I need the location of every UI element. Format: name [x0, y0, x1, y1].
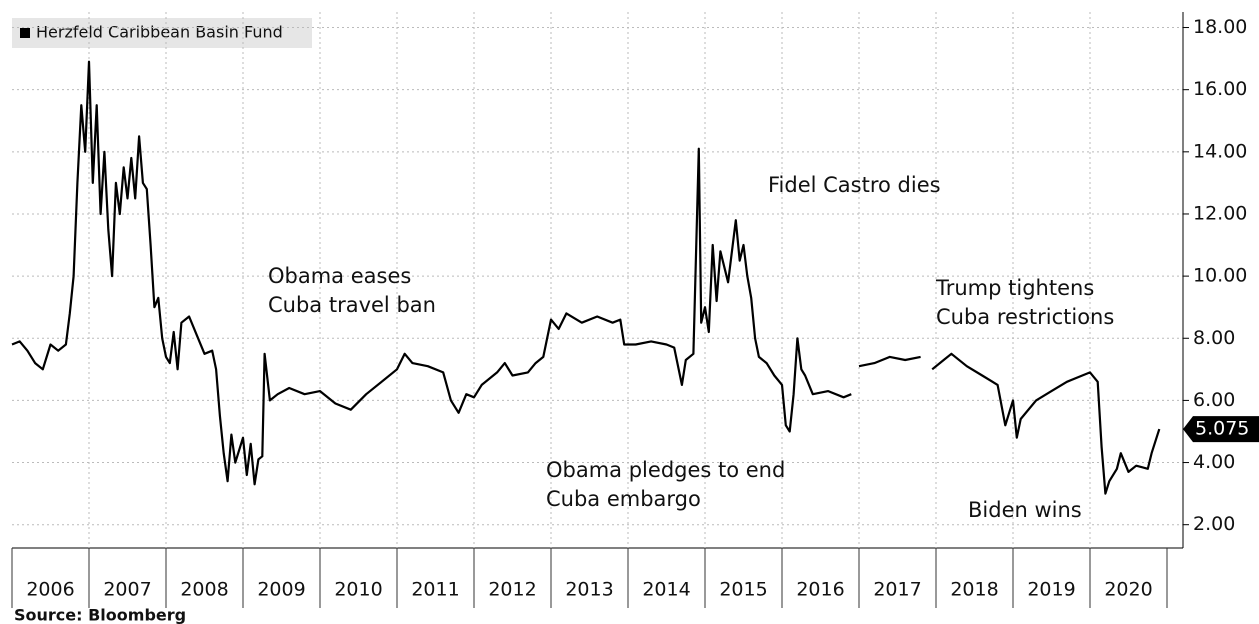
x-tick-label: 2010 [334, 579, 382, 601]
y-tick-label: 6.00 [1193, 389, 1235, 411]
x-tick-label: 2019 [1027, 579, 1075, 601]
x-tick-label: 2007 [103, 579, 151, 601]
annotation: Biden wins [968, 498, 1082, 522]
x-tick-label: 2012 [488, 579, 536, 601]
x-tick-label: 2006 [26, 579, 74, 601]
x-tick-label: 2014 [642, 579, 690, 601]
annotation: Obama eases [268, 264, 411, 288]
x-tick-label: 2020 [1104, 579, 1152, 601]
x-tick-label: 2016 [796, 579, 844, 601]
legend-box [12, 18, 312, 48]
y-tick-label: 10.00 [1193, 265, 1247, 287]
annotation: Trump tightens [935, 276, 1094, 300]
x-tick-label: 2013 [565, 579, 613, 601]
legend-label: Herzfeld Caribbean Basin Fund [36, 23, 283, 42]
y-tick-label: 16.00 [1193, 78, 1247, 100]
annotation: Cuba travel ban [268, 293, 436, 317]
x-tick-label: 2008 [180, 579, 228, 601]
source: Source: Bloomberg [14, 606, 186, 624]
y-tick-label: 12.00 [1193, 202, 1247, 224]
annotation: Obama pledges to end [546, 458, 785, 482]
annotation: Cuba restrictions [936, 305, 1114, 329]
y-tick-label: 4.00 [1193, 451, 1235, 473]
annotation: Fidel Castro dies [768, 173, 941, 197]
y-tick-label: 2.00 [1193, 513, 1235, 535]
line [858, 355, 921, 368]
x-tick-label: 2017 [873, 579, 921, 601]
x-tick-label: 2015 [719, 579, 767, 601]
y-tick-label: 18.00 [1193, 16, 1247, 38]
line [931, 352, 1161, 495]
last-value-box [1183, 416, 1259, 443]
y-tick-label: 14.00 [1193, 140, 1247, 162]
legend-swatch [20, 28, 30, 38]
x-tick-label: 2018 [950, 579, 998, 601]
y-tick-label: 8.00 [1193, 327, 1235, 349]
x-tick-label: 2009 [257, 579, 305, 601]
x-tick-label: 2011 [411, 579, 459, 601]
annotation: Cuba embargo [546, 487, 701, 511]
last-value-label: 5.075 [1195, 418, 1249, 440]
line [11, 60, 852, 486]
